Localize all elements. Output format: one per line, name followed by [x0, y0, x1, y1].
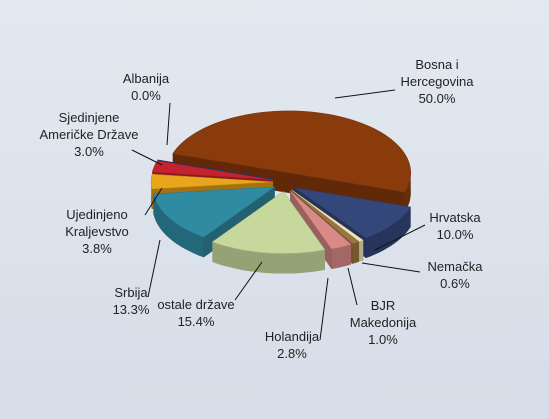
data-label: Srbija 13.3% — [101, 284, 161, 318]
slice-top — [150, 173, 274, 190]
slice-top — [291, 189, 364, 242]
leader-line — [234, 261, 263, 301]
leader-line — [361, 262, 421, 273]
data-label: Hrvatska 10.0% — [415, 209, 495, 243]
value-label: 0.6% — [440, 276, 470, 291]
slice-top — [172, 110, 411, 193]
data-label: Ujedinjeno Kraljevstvo 3.8% — [42, 206, 152, 257]
data-label: ostale države 15.4% — [149, 296, 244, 330]
slice-top — [153, 186, 276, 238]
slice-rim — [331, 244, 352, 269]
slice-top — [211, 191, 326, 254]
slice-top — [289, 190, 352, 250]
category-name: Holandija — [264, 329, 320, 344]
value-label: 2.8% — [277, 346, 307, 361]
value-label: 15.4% — [177, 314, 215, 329]
slice-rim — [359, 240, 364, 262]
category-name: Hrvatska — [429, 210, 481, 225]
slice-top — [294, 187, 412, 239]
leader-line — [347, 267, 358, 306]
data-label: Albanija 0.0% — [106, 70, 186, 104]
leader-line — [131, 149, 163, 166]
value-label: 50.0% — [418, 91, 456, 106]
slice-rim — [352, 241, 359, 264]
value-label: 0.0% — [131, 88, 161, 103]
data-label: Holandija 2.8% — [252, 328, 332, 362]
slice-rim — [153, 193, 204, 258]
category-name: Srbija — [114, 285, 148, 300]
slice-top — [291, 190, 360, 245]
leader-line — [166, 102, 171, 146]
leader-line — [144, 187, 163, 216]
data-label: BJR Makedonija 1.0% — [338, 297, 428, 348]
data-label: Sjedinjene Američke Države 3.0% — [34, 109, 144, 160]
category-name: ostale države — [157, 297, 235, 312]
leader-line — [374, 224, 426, 251]
category-name: BJR Makedonija — [349, 298, 417, 330]
value-label: 1.0% — [368, 332, 398, 347]
value-label: 3.0% — [74, 144, 104, 159]
category-name: Albanija — [122, 71, 170, 86]
value-label: 3.8% — [82, 241, 112, 256]
slice-top — [157, 159, 274, 180]
data-label: Bosna i Hercegovina 50.0% — [382, 56, 492, 107]
leader-line — [147, 239, 161, 298]
category-name: Ujedinjeno Kraljevstvo — [65, 207, 129, 239]
category-name: Sjedinjene Američke Države — [39, 110, 139, 142]
slice — [211, 191, 326, 274]
slice-top — [151, 160, 274, 181]
leader-line — [319, 277, 329, 341]
leader-line — [334, 89, 396, 99]
slice-rim — [212, 241, 325, 274]
data-label: Nemačka 0.6% — [415, 258, 495, 292]
value-label: 10.0% — [436, 227, 474, 242]
value-label: 13.3% — [112, 302, 150, 317]
category-name: Bosna i Hercegovina — [400, 57, 474, 89]
category-name: Nemačka — [427, 259, 483, 274]
